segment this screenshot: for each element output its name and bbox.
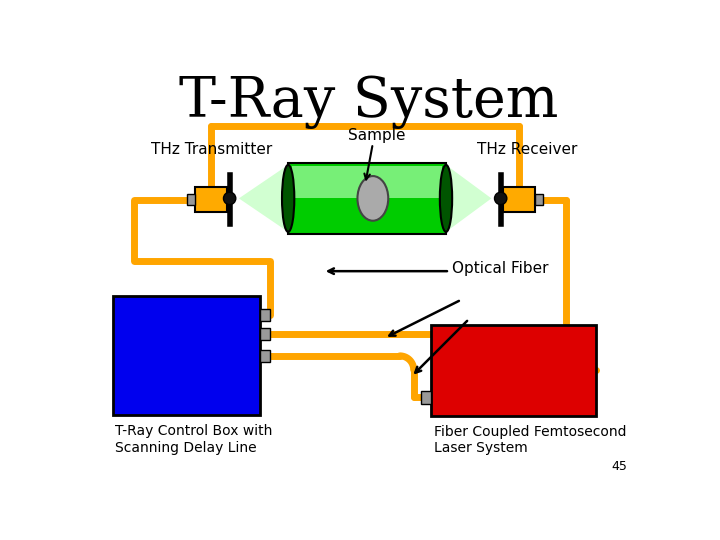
Text: 45: 45 <box>611 460 627 473</box>
Text: Sample: Sample <box>348 128 405 143</box>
Bar <box>260 309 270 321</box>
Text: THz Transmitter: THz Transmitter <box>150 142 271 157</box>
Polygon shape <box>239 165 288 232</box>
Bar <box>187 194 195 205</box>
Polygon shape <box>446 165 492 232</box>
Text: Optical Fiber: Optical Fiber <box>452 261 549 276</box>
Ellipse shape <box>282 165 294 232</box>
Circle shape <box>223 192 235 205</box>
Text: T-Ray System: T-Ray System <box>179 75 559 129</box>
Bar <box>113 296 260 415</box>
Text: THz Receiver: THz Receiver <box>477 142 577 157</box>
Bar <box>503 187 536 212</box>
Bar <box>288 163 446 234</box>
Circle shape <box>495 192 507 205</box>
Bar <box>260 350 270 362</box>
Bar <box>535 194 543 205</box>
Bar <box>260 328 270 340</box>
Bar <box>420 392 431 403</box>
Bar <box>431 325 596 416</box>
Text: T-Ray Control Box with
Scanning Delay Line: T-Ray Control Box with Scanning Delay Li… <box>115 424 272 455</box>
Bar <box>292 166 442 198</box>
Bar <box>195 187 228 212</box>
Ellipse shape <box>440 165 452 232</box>
Text: Fiber Coupled Femtosecond
Laser System: Fiber Coupled Femtosecond Laser System <box>434 425 627 455</box>
Ellipse shape <box>357 176 388 221</box>
